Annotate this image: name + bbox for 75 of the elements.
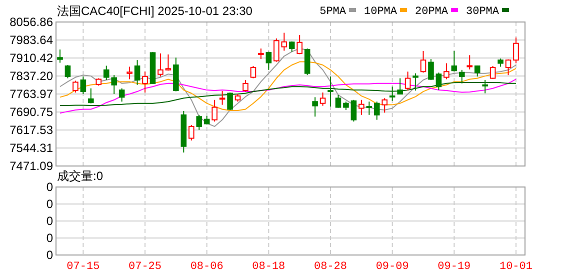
text: 0 (46, 231, 54, 246)
candlestick (382, 98, 388, 114)
candlestick (64, 64, 71, 79)
category-label: 09-19 (438, 261, 471, 273)
candlestick (420, 50, 426, 74)
y-tick-label: 7617.53 (10, 123, 54, 138)
candlestick (374, 101, 380, 120)
candlestick (404, 71, 411, 92)
candlestick (451, 50, 458, 72)
candlestick (304, 48, 310, 76)
candlestick (196, 114, 202, 130)
y-tick-label: 7690.75 (10, 105, 54, 120)
candlestick (158, 52, 164, 78)
candlestick (126, 66, 132, 80)
candlestick (389, 86, 396, 102)
candlestick (350, 99, 357, 122)
category-label: 07-25 (128, 261, 162, 273)
candlestick (242, 79, 248, 92)
candlestick (328, 76, 334, 108)
y-tick-label: 7763.97 (10, 87, 54, 102)
candlestick (72, 80, 78, 94)
text: 成交量:0 (57, 169, 104, 183)
candlestick (490, 65, 496, 80)
candlestick (219, 90, 226, 106)
line-series (60, 78, 516, 114)
category-label: 10-01 (499, 261, 533, 273)
candlestick (258, 48, 264, 60)
legend-label: 30PMA (466, 6, 500, 18)
candlestick (459, 69, 465, 84)
candlestick (444, 62, 450, 80)
category-label: 08-06 (190, 261, 224, 273)
candlestick (212, 99, 218, 122)
category-label: 08-28 (314, 261, 348, 273)
candlestick (134, 60, 140, 86)
y-tick-label: 7471.09 (10, 159, 54, 174)
category-label: 08-18 (252, 261, 286, 273)
candlestick (335, 94, 342, 108)
legend-label: 20PMA (415, 6, 448, 18)
text: 0 (46, 214, 54, 228)
candlestick (428, 58, 434, 80)
candlestick (320, 92, 326, 106)
candlestick (505, 58, 512, 76)
y-tick-label: 7910.42 (10, 51, 54, 66)
candlestick (118, 88, 125, 102)
candlestick (366, 101, 372, 116)
candlestick (266, 51, 272, 70)
candlestick (165, 54, 172, 72)
y-tick-label: 7544.31 (10, 141, 54, 156)
candlestick (513, 36, 519, 64)
candlestick (296, 34, 302, 55)
candlestick (312, 96, 318, 118)
category-label: 09-09 (376, 261, 409, 273)
candlestick (57, 49, 63, 64)
candlestick (88, 88, 94, 104)
legend-label: 5PMA (320, 6, 346, 18)
candlestick (436, 72, 442, 91)
candlestick (250, 65, 256, 79)
candlestick (188, 124, 194, 141)
candlestick (412, 72, 418, 92)
candlestick (397, 78, 403, 95)
candlestick (466, 54, 473, 70)
y-tick-label: 7983.64 (10, 33, 54, 48)
chart-title: 法国CAC40[FCHI] 2025-10-01 23:30 (57, 4, 253, 18)
category-label: 07-15 (66, 261, 100, 273)
candlestick (80, 76, 86, 94)
y-tick-label: 8056.86 (10, 15, 54, 30)
candlestick (142, 71, 148, 94)
text: 0 (46, 197, 54, 212)
candlestick (482, 79, 488, 94)
candlestick (358, 99, 364, 116)
y-tick-label: 7837.20 (10, 69, 54, 84)
legend-label: 10PMA (364, 6, 398, 18)
text: 0 (46, 248, 54, 262)
candlestick (227, 92, 233, 110)
text: 0 (46, 180, 54, 194)
